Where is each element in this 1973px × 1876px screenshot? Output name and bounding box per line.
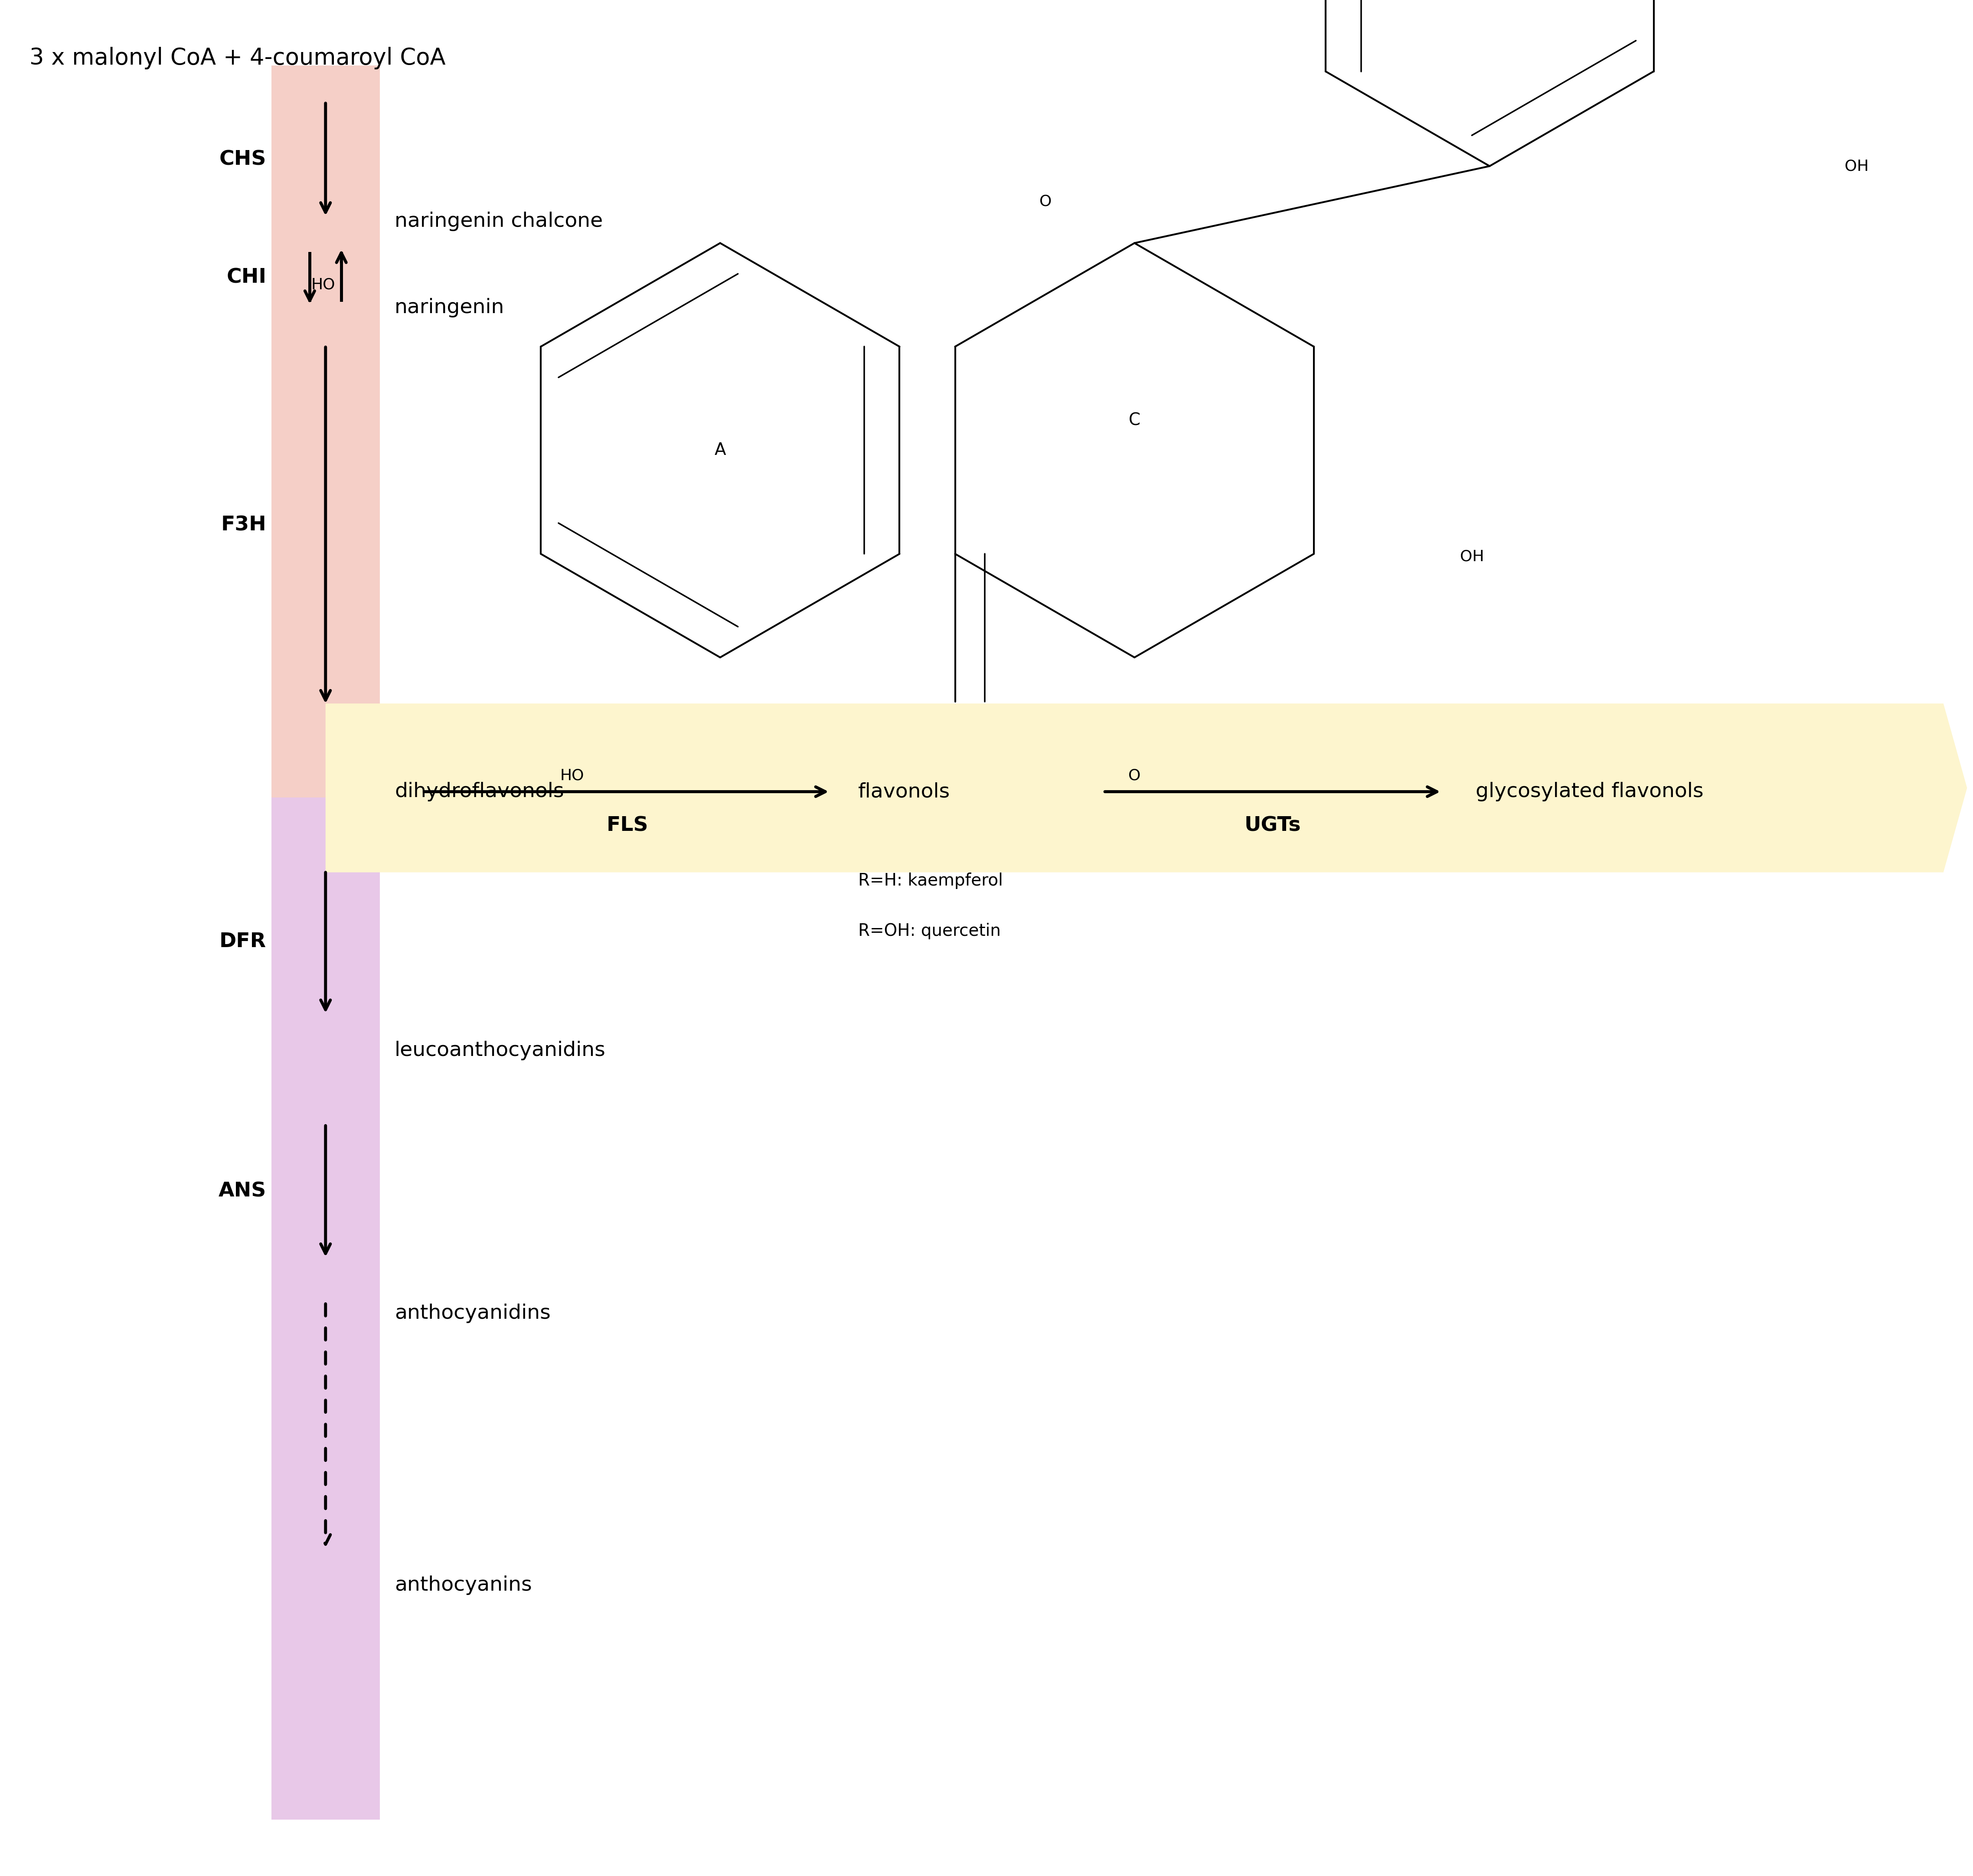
Text: ANS: ANS bbox=[219, 1182, 266, 1201]
Text: HO: HO bbox=[560, 769, 584, 782]
Text: OH: OH bbox=[1460, 550, 1484, 565]
Text: C: C bbox=[1129, 413, 1140, 430]
Polygon shape bbox=[326, 704, 1967, 872]
Text: OH: OH bbox=[1845, 159, 1868, 173]
Text: F3H: F3H bbox=[221, 516, 266, 535]
Text: naringenin chalcone: naringenin chalcone bbox=[395, 212, 604, 231]
Text: anthocyanins: anthocyanins bbox=[395, 1576, 533, 1595]
Text: A: A bbox=[714, 443, 726, 458]
Text: O: O bbox=[1129, 769, 1140, 782]
Text: CHI: CHI bbox=[227, 268, 266, 287]
Bar bbox=[272, 797, 379, 1820]
Text: CHS: CHS bbox=[219, 150, 266, 169]
Text: anthocyanidins: anthocyanidins bbox=[395, 1304, 550, 1323]
Bar bbox=[272, 66, 379, 797]
Text: R=H: kaempferol: R=H: kaempferol bbox=[858, 872, 1002, 889]
Text: HO: HO bbox=[312, 278, 335, 293]
Text: naringenin: naringenin bbox=[395, 298, 505, 317]
Text: flavonols: flavonols bbox=[858, 782, 951, 801]
Text: UGTs: UGTs bbox=[1245, 816, 1300, 835]
Text: glycosylated flavonols: glycosylated flavonols bbox=[1476, 782, 1703, 801]
Text: FLS: FLS bbox=[606, 816, 649, 835]
Text: 3 x malonyl CoA + 4-coumaroyl CoA: 3 x malonyl CoA + 4-coumaroyl CoA bbox=[30, 47, 446, 69]
Text: O: O bbox=[1040, 195, 1052, 208]
Text: leucoanthocyanidins: leucoanthocyanidins bbox=[395, 1041, 606, 1060]
Text: DFR: DFR bbox=[219, 932, 266, 951]
Text: R=OH: quercetin: R=OH: quercetin bbox=[858, 923, 1000, 940]
Text: dihydroflavonols: dihydroflavonols bbox=[395, 782, 564, 801]
